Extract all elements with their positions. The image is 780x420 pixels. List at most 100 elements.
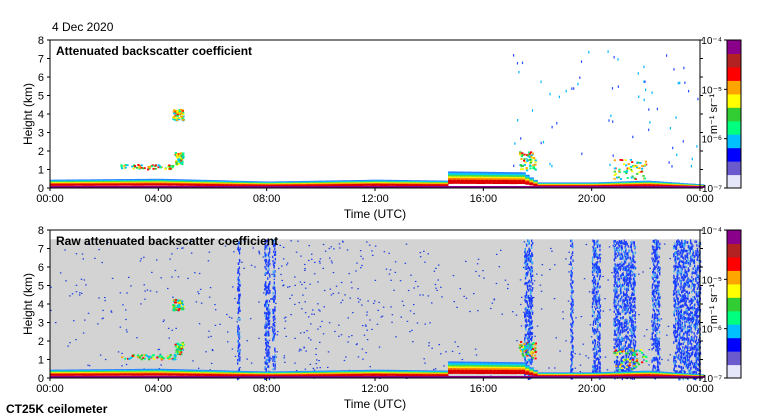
noise-column <box>621 295 623 299</box>
noise-speck <box>121 352 123 354</box>
noise-column <box>599 304 602 307</box>
noise-column <box>527 305 529 308</box>
noise-speck <box>304 269 306 271</box>
noise-column <box>653 289 655 292</box>
noise-column <box>652 269 655 272</box>
cloud-cell <box>639 162 642 164</box>
noise-column <box>273 336 275 339</box>
noise-column <box>595 348 598 351</box>
noise-speck <box>507 283 509 286</box>
noise-column <box>599 335 601 339</box>
noise-column <box>527 272 529 275</box>
noise-column <box>681 338 684 341</box>
noise-column <box>654 260 656 263</box>
noise-column <box>655 277 657 280</box>
noise-column <box>697 315 700 318</box>
noise-speck <box>342 241 344 243</box>
cloud-cell <box>634 164 637 167</box>
cloud-cell <box>619 178 623 180</box>
noise-column <box>698 308 700 312</box>
noise-column <box>274 295 276 299</box>
noise-speck <box>350 281 353 283</box>
noise-column <box>570 315 572 318</box>
noise-column <box>633 326 635 329</box>
noise-column <box>265 341 267 345</box>
noise-column <box>595 303 598 306</box>
cloud-cell <box>135 166 138 169</box>
noise-column <box>627 299 629 302</box>
noise-column <box>619 316 622 320</box>
surface-cell <box>639 186 644 188</box>
noise-speck <box>465 260 467 262</box>
noise-column <box>265 330 267 333</box>
noise-column <box>657 365 659 369</box>
noise-column <box>599 333 601 337</box>
cloud-cell <box>138 166 141 169</box>
surface-cell <box>582 186 587 188</box>
noise-speck <box>303 331 305 334</box>
noise-column <box>627 355 630 359</box>
noise-speck <box>667 359 669 361</box>
noise-speck <box>210 335 212 337</box>
noise-speck <box>209 287 212 289</box>
noise-column <box>274 358 276 361</box>
noise-speck <box>609 309 611 311</box>
noise-column <box>264 366 266 369</box>
noise-speck <box>463 295 465 297</box>
noise-column <box>621 261 623 264</box>
noise-speck <box>75 339 77 341</box>
noise-column <box>653 356 655 360</box>
noise-speck <box>270 358 273 360</box>
noise-speck <box>599 306 601 308</box>
noise-speck <box>361 348 364 350</box>
boundary-layer-cell <box>245 184 250 187</box>
boundary-layer-cell <box>350 184 355 186</box>
noise-column <box>531 302 533 305</box>
noise-speck <box>459 288 461 290</box>
noise-column <box>597 285 599 288</box>
noise-column <box>623 268 626 272</box>
noise-column <box>615 264 617 267</box>
noise-column <box>634 321 636 324</box>
noise-column <box>528 267 530 270</box>
noise-column <box>655 279 657 282</box>
cloud-cell <box>520 165 523 168</box>
boundary-layer-cell <box>305 184 311 187</box>
colorbar-swatch <box>727 174 741 189</box>
noise-column <box>625 304 627 308</box>
colorbar-tick-label: 10⁻⁷ <box>702 184 722 195</box>
cloud-cell <box>520 164 523 166</box>
noise-column <box>266 334 269 337</box>
noise-column <box>598 310 600 314</box>
noise-column <box>264 247 266 251</box>
noise-column <box>626 367 628 370</box>
noise-column <box>265 300 267 304</box>
noise-speck <box>604 298 606 300</box>
noise-column <box>681 267 683 270</box>
noise-column <box>593 265 595 268</box>
noise-column <box>626 265 628 268</box>
noise-column <box>264 326 266 329</box>
colorbar-tick-label: 10⁻⁶ <box>701 135 722 146</box>
noise-column <box>653 316 656 320</box>
noise-column <box>598 366 601 369</box>
noise-column <box>268 291 270 295</box>
noise-column <box>529 314 531 317</box>
noise-column <box>686 317 688 321</box>
noise-column <box>618 253 620 256</box>
noise-speck <box>366 329 368 331</box>
noise-column <box>657 363 659 367</box>
noise-column <box>627 307 629 311</box>
noise-column <box>592 282 595 285</box>
noise-column <box>656 365 658 369</box>
noise-column <box>629 343 631 347</box>
noise-column <box>274 306 276 309</box>
noise-speck <box>565 340 567 342</box>
noise-speck <box>457 346 459 348</box>
noise-column <box>632 326 634 330</box>
noise-column <box>525 342 528 345</box>
cloud-speck <box>682 140 684 143</box>
noise-column <box>273 239 275 242</box>
noise-column <box>268 370 270 373</box>
cloud-cell <box>637 161 640 164</box>
